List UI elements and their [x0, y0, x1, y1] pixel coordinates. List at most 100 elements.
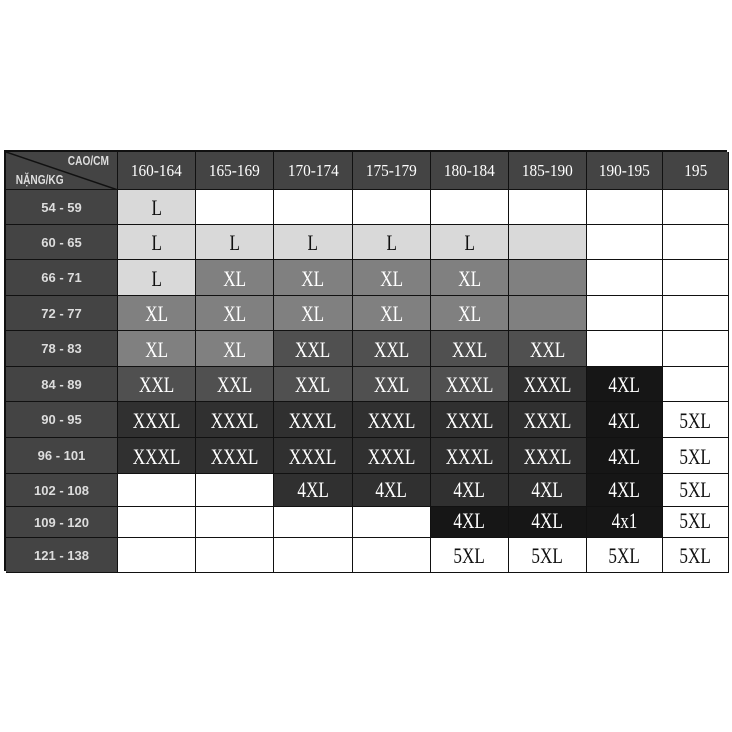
- size-value: XXXL: [367, 408, 416, 433]
- size-value: XXL: [529, 337, 566, 362]
- size-cell: 4XL: [587, 474, 663, 507]
- row-header: 102 - 108: [6, 474, 118, 507]
- size-cell: 4XL: [274, 474, 353, 507]
- size-value: L: [151, 266, 162, 291]
- height-axis-label: CAO/CM: [68, 153, 110, 168]
- size-value: 5XL: [679, 444, 712, 469]
- size-value: 5XL: [531, 543, 564, 568]
- size-value: XXXL: [210, 444, 259, 469]
- size-value: XXL: [216, 372, 253, 397]
- size-cell: XXXL: [118, 438, 196, 474]
- size-cell: [663, 190, 729, 225]
- size-value: XXXL: [132, 444, 181, 469]
- size-cell: XXL: [118, 367, 196, 402]
- size-value: 4XL: [453, 477, 486, 502]
- row-header-label: 54 - 59: [41, 199, 82, 215]
- column-header: 185-190: [509, 152, 587, 190]
- size-cell: 5XL: [663, 538, 729, 573]
- size-cell: [274, 507, 353, 538]
- size-cell: [509, 296, 587, 331]
- row-header-label: 121 - 138: [34, 547, 89, 563]
- row-header-label: 96 - 101: [37, 448, 86, 463]
- size-value: XL: [223, 337, 246, 362]
- size-cell: XXL: [353, 367, 431, 402]
- size-value: XXL: [295, 337, 331, 362]
- size-value: XL: [145, 301, 168, 326]
- size-cell: XXXL: [274, 402, 353, 438]
- size-value: L: [151, 195, 162, 220]
- size-value: L: [464, 230, 475, 255]
- size-cell: L: [118, 190, 196, 225]
- size-cell: L: [353, 225, 431, 260]
- size-cell: [587, 225, 663, 260]
- row-header: 96 - 101: [6, 438, 118, 474]
- row-header-label: 60 - 65: [41, 234, 82, 250]
- size-cell: L: [118, 260, 196, 296]
- size-cell: XXXL: [431, 402, 509, 438]
- size-cell: 4XL: [509, 474, 587, 507]
- size-chart-table: CAO/CM NẶNG/KG 160-164 165-169 170-174 175-…: [4, 150, 729, 573]
- size-cell: [509, 190, 587, 225]
- column-header-label: 180-184: [443, 160, 495, 180]
- size-cell: [196, 474, 274, 507]
- size-value: XXXL: [367, 444, 416, 469]
- size-cell: [353, 538, 431, 573]
- row-header-label: 84 - 89: [41, 376, 82, 392]
- size-cell: XXXL: [431, 367, 509, 402]
- size-cell: L: [274, 225, 353, 260]
- size-cell: XXXL: [196, 402, 274, 438]
- size-cell: 5XL: [431, 538, 509, 573]
- size-cell: XL: [353, 260, 431, 296]
- size-cell: [587, 190, 663, 225]
- column-header: 195: [663, 152, 729, 190]
- size-cell: XL: [118, 296, 196, 331]
- size-cell: [118, 474, 196, 507]
- size-cell: [587, 260, 663, 296]
- size-value: XXL: [295, 372, 331, 397]
- size-value: 5XL: [679, 408, 712, 433]
- size-cell: [663, 331, 729, 367]
- column-header: 165-169: [196, 152, 274, 190]
- size-cell: XXL: [274, 367, 353, 402]
- size-value: XXXL: [210, 408, 259, 433]
- size-cell: [663, 296, 729, 331]
- size-value: L: [307, 230, 319, 255]
- column-header-label: 170-174: [287, 160, 339, 180]
- row-header: 90 - 95: [6, 402, 118, 438]
- size-value: 4XL: [297, 477, 329, 502]
- size-cell: XL: [196, 331, 274, 367]
- size-cell: 4XL: [431, 474, 509, 507]
- size-cell: 5XL: [587, 538, 663, 573]
- size-value: XL: [380, 266, 403, 291]
- size-value: XXXL: [523, 372, 572, 397]
- size-value: XL: [301, 301, 325, 326]
- size-value: XXL: [373, 372, 410, 397]
- row-header-label: 78 - 83: [41, 341, 82, 356]
- size-cell: [587, 331, 663, 367]
- column-header: 160-164: [118, 152, 196, 190]
- size-value: XXXL: [289, 408, 337, 433]
- size-cell: XXL: [353, 331, 431, 367]
- size-cell: [118, 507, 196, 538]
- size-cell: [196, 538, 274, 573]
- size-cell: 4XL: [353, 474, 431, 507]
- row-header-label: 102 - 108: [34, 482, 89, 498]
- row-header: 72 - 77: [6, 296, 118, 331]
- row-header-label: 109 - 120: [34, 514, 89, 530]
- size-cell: [196, 507, 274, 538]
- row-header: 109 - 120: [6, 507, 118, 538]
- size-cell: XL: [431, 260, 509, 296]
- size-value: 4XL: [608, 372, 641, 397]
- size-value: XXXL: [445, 408, 494, 433]
- size-value: XXXL: [132, 408, 181, 433]
- size-cell: 5XL: [663, 474, 729, 507]
- size-cell: XL: [274, 296, 353, 331]
- size-value: XXL: [138, 372, 175, 397]
- row-header-label: 72 - 77: [41, 305, 82, 321]
- size-cell: [353, 190, 431, 225]
- size-cell: [663, 225, 729, 260]
- row-header: 54 - 59: [6, 190, 118, 225]
- size-value: 4XL: [608, 477, 641, 502]
- column-header-label: 185-190: [521, 160, 573, 180]
- size-cell: XL: [196, 296, 274, 331]
